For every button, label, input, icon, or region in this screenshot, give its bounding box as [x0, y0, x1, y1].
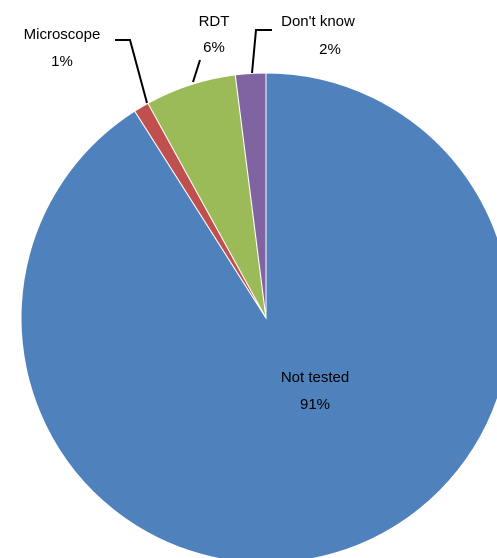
slice-label: Microscope [24, 26, 101, 43]
slice-value-label: 91% [300, 396, 330, 413]
leader-line [115, 39, 148, 104]
slice-value-label: 2% [319, 41, 341, 58]
leader-line [251, 29, 272, 74]
slice-label: Don't know [281, 13, 355, 30]
pie-slice [234, 72, 267, 319]
slice-value-label: 1% [51, 53, 73, 70]
slice-label: Not tested [281, 369, 349, 386]
leader-line [192, 59, 201, 83]
pie-slice [20, 72, 497, 558]
slice-value-label: 6% [203, 39, 225, 56]
slice-label: RDT [199, 13, 230, 30]
